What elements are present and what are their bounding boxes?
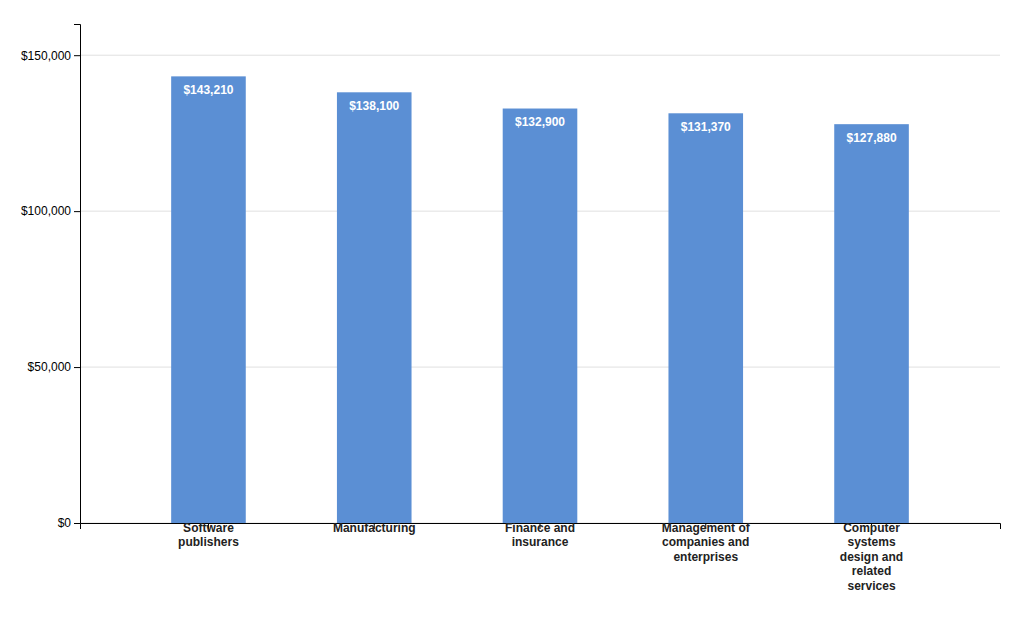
y-tick-label: $0 <box>58 516 72 530</box>
data-label: $131,370 <box>681 120 731 134</box>
x-tick: Softwarepublishers <box>178 521 239 549</box>
x-axis: Softwarepublishers Manufacturing Finance a… <box>81 521 1001 593</box>
y-tick-mark <box>74 55 80 56</box>
bar <box>503 109 578 523</box>
bar <box>834 124 909 523</box>
chart-container: $0 $50,000 $100,000 $150,000 Softwarepublish… <box>0 0 1024 633</box>
x-tick: Finance andinsurance <box>505 521 575 549</box>
x-tick-label: Computersystemsdesign andrelatedservices <box>840 521 903 593</box>
y-axis: $0 $50,000 $100,000 $150,000 <box>21 25 81 531</box>
bar <box>337 92 412 523</box>
data-labels: $143,210 $138,100 $132,900 $131,370 $127,880 <box>183 83 896 145</box>
x-tick-label-line: insurance <box>512 535 569 549</box>
y-tick: $100,000 <box>21 204 80 218</box>
bar <box>171 76 246 523</box>
x-tick-label-line: Finance and <box>505 521 575 535</box>
grid-line <box>80 55 1000 56</box>
x-tick-label-line: enterprises <box>673 550 738 564</box>
x-tick-label-line: Manufacturing <box>333 521 416 535</box>
bar <box>668 113 743 523</box>
x-tick-label-line: services <box>848 579 896 593</box>
x-tick-label: Softwarepublishers <box>178 521 239 549</box>
x-tick-label-line: Management of <box>662 521 751 535</box>
x-tick-label-line: companies and <box>662 535 749 549</box>
x-tick: Manufacturing <box>333 521 416 535</box>
bars <box>171 76 909 523</box>
x-tick-label-line: design and <box>840 550 903 564</box>
x-tick: Computersystemsdesign andrelatedservices <box>840 521 903 593</box>
data-label: $132,900 <box>515 115 565 129</box>
plot-area: $0 $50,000 $100,000 $150,000 Softwarepublish… <box>21 25 1001 593</box>
y-tick: $0 <box>58 516 80 530</box>
data-label: $127,880 <box>847 131 897 145</box>
chart-svg: $0 $50,000 $100,000 $150,000 Softwarepublish… <box>0 0 1024 633</box>
y-tick-label: $100,000 <box>21 204 71 218</box>
x-tick-label-line: publishers <box>178 535 239 549</box>
x-tick: Management ofcompanies andenterprises <box>662 521 751 564</box>
x-tick-label: Manufacturing <box>333 521 416 535</box>
x-tick-label: Management ofcompanies andenterprises <box>662 521 751 564</box>
data-label: $143,210 <box>183 83 233 97</box>
y-tick-mark <box>74 523 80 524</box>
x-tick-label-line: systems <box>848 535 896 549</box>
y-tick: $50,000 <box>28 360 80 374</box>
data-label: $138,100 <box>349 99 399 113</box>
x-tick-label-line: Computer <box>843 521 900 535</box>
grid <box>80 55 1000 523</box>
y-tick-label: $50,000 <box>28 360 72 374</box>
y-tick-mark <box>74 211 80 212</box>
x-tick-label: Finance andinsurance <box>505 521 575 549</box>
y-tick-label: $150,000 <box>21 49 71 63</box>
y-tick: $150,000 <box>21 49 80 63</box>
y-tick-mark <box>74 367 80 368</box>
x-tick-label-line: Software <box>183 521 234 535</box>
y-axis-line <box>74 25 81 524</box>
x-tick-label-line: related <box>852 564 891 578</box>
